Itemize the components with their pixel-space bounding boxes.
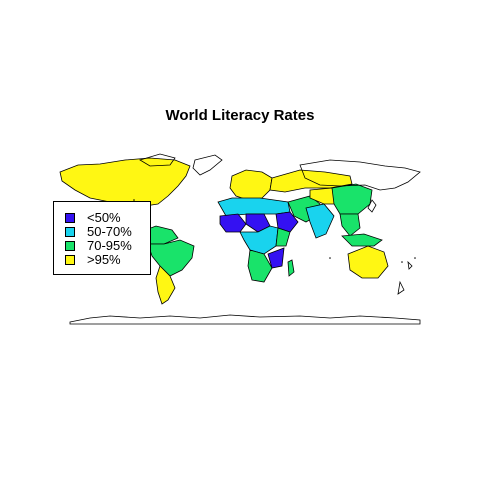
new-zealand-outline: [397, 280, 405, 295]
legend-item: 50-70%: [54, 224, 150, 239]
region-europe: [229, 169, 273, 201]
region-madagascar: [287, 259, 295, 277]
region-indonesia: [341, 233, 383, 247]
legend-swatch: [65, 255, 75, 265]
island-dot: [414, 257, 416, 259]
region-north-america: [59, 157, 191, 207]
pacific-islands-outline: [407, 260, 413, 270]
region-west-africa: [219, 213, 247, 233]
region-southern-cone: [155, 265, 176, 305]
legend-item: 70-95%: [54, 238, 150, 253]
island-dot: [133, 199, 135, 201]
legend-label: 50-70%: [87, 224, 132, 239]
arctic-islands-outline: [139, 153, 176, 167]
island-dots: [133, 199, 416, 263]
legend-swatch: [65, 227, 75, 237]
legend-item: >95%: [54, 252, 150, 267]
greenland-outline: [192, 154, 223, 176]
japan-outline: [367, 199, 377, 213]
region-australia: [347, 245, 389, 279]
region-mozambique: [267, 247, 285, 269]
legend-swatch: [65, 213, 75, 223]
legend-label: <50%: [87, 210, 121, 225]
region-southeast-asia: [339, 213, 361, 237]
island-dot: [401, 261, 403, 263]
antarctica-outline: [69, 314, 421, 325]
island-dot: [329, 257, 331, 259]
legend-item: <50%: [54, 210, 150, 225]
region-china: [331, 183, 373, 215]
legend-label: 70-95%: [87, 238, 132, 253]
siberia-outline: [299, 159, 421, 191]
map-title: World Literacy Rates: [165, 107, 315, 124]
region-east-africa: [275, 227, 291, 247]
region-brazil: [147, 239, 195, 277]
region-south-asia: [305, 203, 335, 239]
legend-swatch: [65, 241, 75, 251]
legend-label: >95%: [87, 252, 121, 267]
region-ethiopia: [275, 211, 299, 233]
region-southern-africa: [247, 249, 273, 283]
legend: <50% 50-70% 70-95% >95%: [53, 201, 151, 275]
coastline-outlines: [69, 153, 421, 325]
